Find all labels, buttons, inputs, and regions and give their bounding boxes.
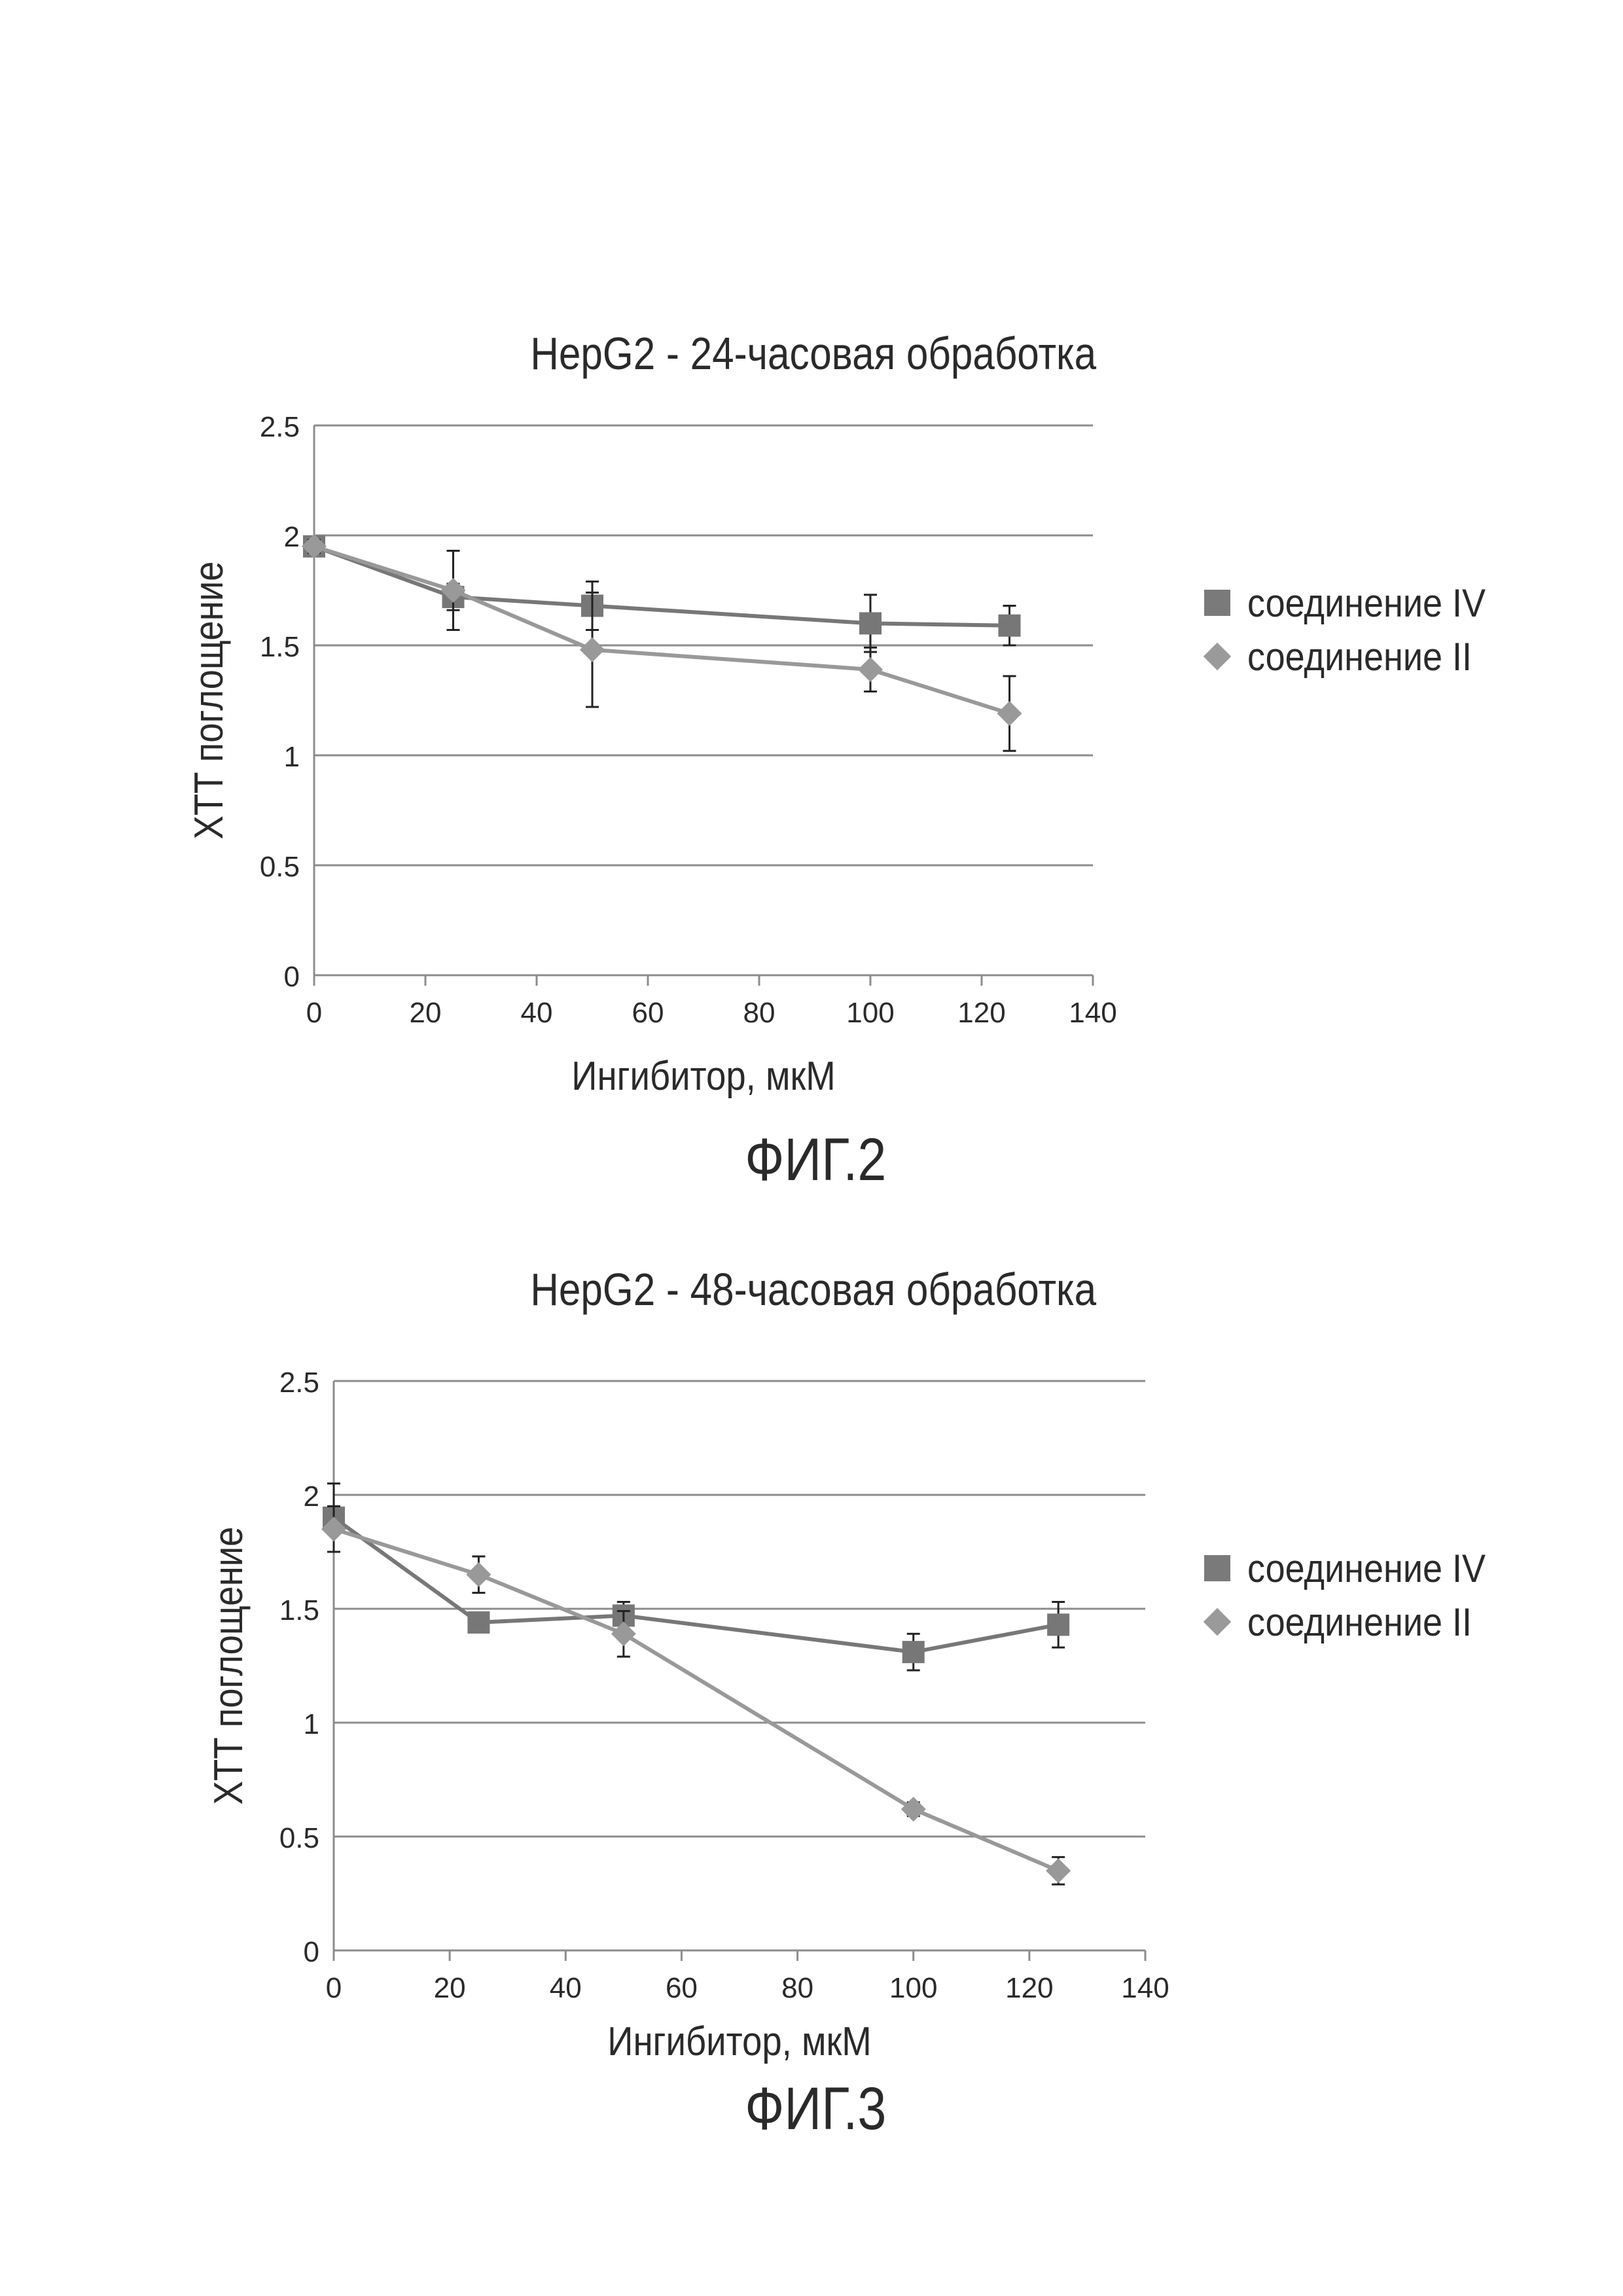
legend-item-compound-ii: соединение II (1203, 630, 1512, 683)
data-point-square (1047, 1613, 1070, 1636)
x-tick-label: 60 (632, 997, 664, 1029)
chart-title: HepG2 - 48-часовая обработка (530, 1264, 1097, 1315)
y-axis-title: ХТТ поглощение (187, 562, 232, 840)
figure-3: HepG2 - 48-часовая обработка 0 0.5 1 1.5 2 2.… (0, 1244, 1623, 2212)
series-line (332, 1516, 1059, 1655)
data-point-diamond (466, 1562, 491, 1587)
x-tick-label: 20 (434, 1972, 466, 2004)
y-tick-label: 1.5 (279, 1594, 319, 1626)
data-point-diamond (858, 656, 883, 682)
data-point-diamond (580, 637, 605, 662)
data-point-diamond (997, 701, 1022, 726)
legend-label: соединение II (1247, 1600, 1472, 1644)
square-marker-icon (1204, 590, 1230, 616)
x-tick-label: 140 (1069, 997, 1116, 1029)
y-axis-title: ХТТ поглощение (206, 1527, 251, 1805)
x-tick-label: 0 (326, 1972, 342, 2004)
x-axis-title: Ингибитор, мкМ (607, 2019, 872, 2064)
data-point-diamond (302, 533, 327, 559)
figure-label: ФИГ.2 (745, 1126, 887, 1193)
chart-legend: соединение IV соединение II (1203, 1541, 1512, 1649)
x-tick-label: 20 (410, 997, 442, 1029)
diamond-marker-icon (1203, 1607, 1232, 1636)
data-point-square (998, 614, 1021, 637)
x-tick-label: 100 (889, 1972, 937, 2004)
x-tick-label: 140 (1121, 1972, 1169, 2004)
x-tick-label: 120 (957, 997, 1005, 1029)
data-point-diamond (611, 1621, 636, 1647)
y-tick-label: 0.5 (279, 1822, 319, 1854)
data-point-square (467, 1611, 490, 1634)
y-tick-label: 1.5 (260, 631, 300, 663)
x-tick-label: 40 (521, 997, 553, 1029)
x-tick-label: 60 (666, 1972, 698, 2004)
y-tick-label: 2.5 (279, 1367, 319, 1399)
data-point-diamond (440, 578, 466, 603)
legend-label: соединение IV (1247, 581, 1486, 625)
legend-item-compound-ii: соединение II (1203, 1595, 1512, 1649)
data-point-diamond (901, 1797, 926, 1822)
diamond-marker-icon (1203, 642, 1232, 671)
legend-item-compound-iv: соединение IV (1204, 576, 1512, 630)
y-tick-label: 1 (304, 1708, 319, 1740)
y-tick-label: 0 (284, 961, 300, 993)
data-point-square (902, 1641, 925, 1664)
square-marker-icon (1204, 1555, 1230, 1581)
x-tick-label: 80 (743, 997, 776, 1029)
figure-2: HepG2 - 24-часовая обработка 0 0.5 1 1.5 2 2.… (0, 288, 1623, 1230)
data-point-square (859, 612, 882, 635)
x-tick-label: 80 (781, 1972, 813, 2004)
chart-title: HepG2 - 24-часовая обработка (530, 328, 1097, 379)
chart-legend: соединение IV соединение II (1203, 576, 1512, 683)
legend-label: соединение IV (1247, 1546, 1486, 1590)
x-tick-label: 40 (550, 1972, 582, 2004)
figure-label: ФИГ.3 (745, 2075, 887, 2142)
chart-plot: 0 0.5 1 1.5 2 2.5 0 20 40 60 80 100 120 140 Ингибитор,… (206, 1367, 1169, 2064)
y-tick-label: 0 (304, 1936, 319, 1968)
series-line (313, 544, 1010, 716)
y-tick-label: 0.5 (260, 851, 300, 883)
y-tick-label: 2 (304, 1480, 319, 1513)
legend-label: соединение II (1247, 634, 1472, 679)
x-tick-label: 100 (846, 997, 894, 1029)
y-tick-label: 1 (284, 741, 300, 773)
series-line (333, 1527, 1060, 1873)
legend-item-compound-iv: соединение IV (1204, 1541, 1512, 1595)
x-axis-title: Ингибитор, мкМ (571, 1054, 836, 1099)
x-tick-label: 120 (1005, 1972, 1053, 2004)
series-line (313, 544, 1010, 628)
data-point-diamond (321, 1516, 346, 1542)
y-tick-label: 2.5 (260, 411, 300, 443)
y-tick-label: 2 (284, 521, 300, 553)
x-tick-label: 0 (306, 997, 322, 1029)
data-point-diamond (1046, 1858, 1071, 1884)
chart-plot: 0 0.5 1 1.5 2 2.5 0 20 40 60 80 100 120 140 Ингибитор,… (187, 411, 1117, 1099)
